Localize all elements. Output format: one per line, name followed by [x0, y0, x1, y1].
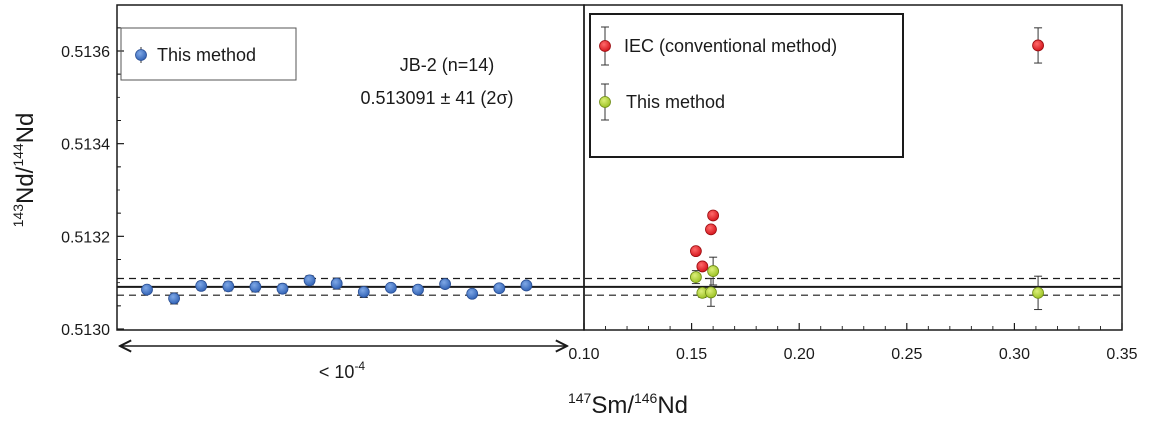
method-point [696, 286, 709, 299]
iec-point [696, 260, 709, 273]
marker [1032, 39, 1044, 52]
marker [330, 277, 343, 290]
marker [195, 280, 208, 292]
marker [384, 281, 397, 294]
method-point [707, 256, 720, 286]
left-point [520, 279, 533, 292]
x-tick-label: 0.35 [1106, 346, 1137, 363]
left-point [439, 278, 452, 290]
marker [276, 282, 289, 295]
legend-right: IEC (conventional method) This method [589, 13, 904, 158]
legend-left-label: This method [157, 45, 256, 65]
left-point [276, 282, 289, 295]
x-tick-label: 0.20 [784, 346, 815, 363]
marker [249, 280, 262, 293]
left-point [493, 282, 506, 295]
marker [439, 278, 452, 290]
left-point [412, 283, 424, 296]
legend-left-marker [135, 49, 147, 61]
marker [520, 279, 533, 292]
method-point [1032, 275, 1044, 311]
legend-right-iec-marker [599, 40, 611, 52]
marker [690, 245, 702, 258]
iec-point [690, 245, 702, 258]
marker [1032, 286, 1044, 299]
left-point [141, 283, 153, 296]
legend-right-method-marker [599, 96, 611, 108]
left-point [466, 287, 479, 300]
marker [705, 223, 717, 236]
x-tick-label: 0.10 [568, 346, 599, 363]
marker [168, 292, 181, 305]
x-tick-label: 0.25 [891, 346, 922, 363]
legend-left-box [120, 27, 297, 81]
data-points [141, 27, 1044, 311]
legend-right-iec-label: IEC (conventional method) [624, 36, 837, 56]
x-tick-label: 0.15 [676, 346, 707, 363]
y-tick-label: 0.5134 [61, 137, 110, 154]
marker [696, 260, 709, 273]
y-tick-label: 0.5132 [61, 229, 110, 246]
x-tick-label: 0.30 [999, 346, 1030, 363]
method-point [690, 270, 702, 285]
iec-point [705, 223, 717, 236]
right-panel-frame [583, 4, 1123, 331]
marker [705, 286, 717, 299]
iec-point [707, 209, 720, 222]
legend-left: This method [120, 27, 297, 81]
method-point [705, 277, 717, 307]
y-tick-label: 0.5130 [61, 322, 110, 339]
marker [707, 209, 720, 222]
left-point [357, 285, 370, 298]
legend-right-box [589, 13, 904, 158]
y-axis-title: 143Nd/144Nd [10, 113, 39, 228]
left-point [384, 281, 397, 294]
x-axis-title: 147Sm/146Nd [568, 390, 688, 419]
annotation-line2: 0.513091 ± 41 (2σ) [360, 88, 513, 108]
left-point [330, 277, 343, 290]
range-arrow-label: < 10-4 [319, 359, 366, 382]
marker [412, 283, 424, 296]
left-point [222, 280, 235, 293]
left-point [195, 280, 208, 292]
marker [303, 274, 316, 287]
left-point [249, 280, 262, 293]
marker [707, 265, 720, 277]
annotation-line1: JB-2 (n=14) [400, 55, 495, 75]
x-axis: 0.10 0.15 0.20 0.25 0.30 0.35 [568, 323, 1138, 363]
y-tick-label: 0.5136 [61, 44, 110, 61]
reference-lines [117, 277, 1122, 296]
marker [690, 271, 702, 284]
marker [357, 286, 370, 298]
marker [141, 283, 153, 296]
left-point [303, 274, 316, 287]
y-axis: 0.5130 0.5132 0.5134 0.5136 [61, 27, 124, 339]
annotation: JB-2 (n=14) 0.513091 ± 41 (2σ) [360, 55, 513, 108]
legend-right-method-label: This method [626, 92, 725, 112]
marker [466, 287, 479, 300]
marker [493, 282, 506, 295]
marker [222, 280, 235, 293]
left-point [168, 292, 181, 305]
iec-point [1032, 27, 1044, 64]
